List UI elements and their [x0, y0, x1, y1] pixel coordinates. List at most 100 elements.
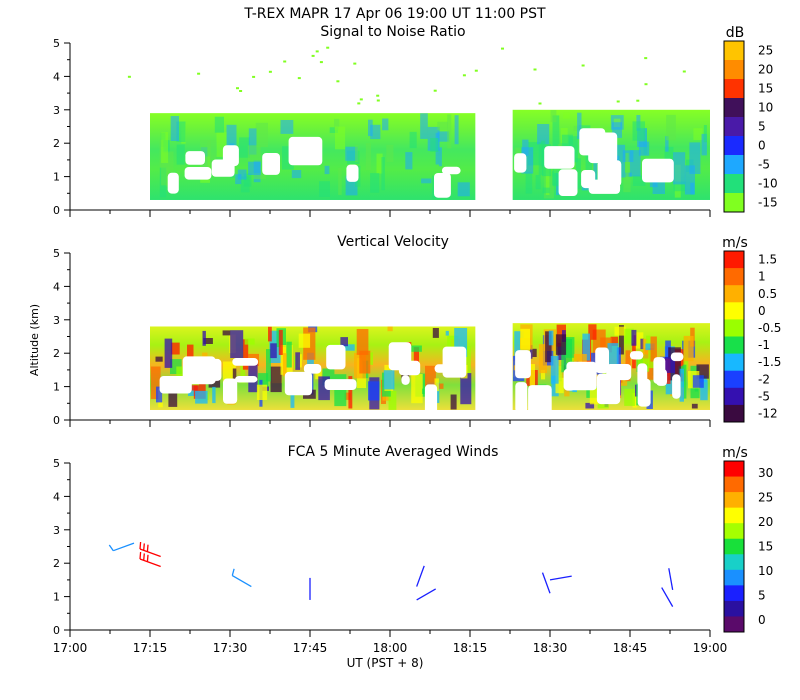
snr-speckle: [315, 50, 319, 53]
colorbar-swatch: [724, 476, 744, 493]
colorbar-swatch: [724, 507, 744, 524]
colorbar-swatch: [724, 569, 744, 586]
velocity-missing-data: [596, 373, 621, 405]
colorbar-swatch: [724, 285, 744, 303]
y-axis-label: Altitude (km): [28, 304, 41, 376]
velocity-texture-cell: [585, 402, 595, 409]
velocity-texture-cell: [258, 373, 269, 387]
snr-texture-cell: [405, 152, 413, 170]
velocity-texture-cell: [588, 324, 597, 340]
velocity-texture-cell: [232, 368, 237, 389]
snr-texture-cell: [537, 124, 550, 145]
velocity-texture-cell: [700, 380, 708, 401]
snr-unit-label: dB: [726, 25, 745, 41]
velocity-missing-data: [223, 378, 238, 404]
velocity-texture-cell: [607, 343, 619, 369]
snr-texture-cell: [214, 116, 224, 133]
snr-texture-cell: [381, 157, 385, 191]
velocity-texture-cell: [195, 390, 208, 404]
wind-barb-feather: [143, 553, 145, 561]
colorbar-swatch: [724, 404, 744, 423]
colorbar-swatch: [724, 600, 744, 617]
snr-texture-cell: [386, 144, 394, 163]
wind-barb-feather: [146, 544, 149, 552]
colorbar-label: -1.5: [758, 355, 781, 369]
snr-texture-cell: [253, 173, 266, 180]
velocity-texture-cell: [520, 328, 530, 355]
velocity-texture-cell: [344, 392, 351, 400]
velocity-texture-cell: [665, 375, 674, 395]
velocity-missing-data: [193, 358, 222, 381]
velocity-texture-cell: [450, 394, 457, 410]
velocity-texture-cell: [286, 341, 292, 368]
snr-speckle: [239, 90, 243, 92]
velocity-texture-cell: [383, 370, 395, 390]
velocity-texture-cell: [548, 330, 554, 346]
velocity-texture-cell: [646, 335, 651, 349]
snr-texture-cell: [535, 175, 541, 190]
velocity-missing-data: [401, 375, 410, 385]
snr-texture-cell: [525, 172, 533, 194]
velocity-texture-cell: [270, 343, 277, 359]
snr-texture-cell: [541, 140, 546, 167]
snr-speckle: [236, 87, 239, 90]
snr-texture-cell: [430, 138, 439, 152]
snr-texture-cell: [437, 131, 450, 142]
snr-texture-cell: [552, 115, 560, 149]
velocity-texture-cell: [170, 359, 182, 374]
y-tick-label: 2: [53, 347, 60, 360]
velocity-panel: 0 1 2 3 4 5: [53, 247, 711, 427]
velocity-texture-cell: [150, 366, 161, 400]
winds-panel-title: FCA 5 Minute Averaged Winds: [288, 444, 499, 460]
snr-speckle: [501, 47, 504, 50]
snr-speckle: [433, 89, 437, 92]
colorbar-swatch: [724, 319, 744, 337]
snr-texture-cell: [454, 115, 459, 145]
velocity-missing-data: [159, 376, 192, 394]
winds-unit-label: m/s: [722, 445, 748, 461]
snr-texture-cell: [632, 121, 645, 141]
colorbar-label: 10: [758, 564, 773, 578]
wind-barb: [231, 568, 252, 588]
colorbar-swatch: [724, 523, 744, 540]
snr-missing-data: [558, 169, 578, 196]
snr-speckle: [616, 100, 620, 103]
snr-texture-cell: [561, 134, 573, 150]
velocity-texture-cell: [555, 334, 567, 355]
y-tick-label: 5: [53, 247, 60, 260]
colorbar-swatch: [724, 461, 744, 478]
velocity-colorbar: 1.5 1 0.5 0 -0.5 -1 -1.5 -2 -5 -12: [723, 250, 781, 423]
snr-texture-cell: [338, 167, 342, 195]
velocity-texture-cell: [356, 329, 369, 355]
colorbar-swatch: [724, 538, 744, 555]
snr-texture-cell: [577, 112, 582, 140]
velocity-texture-cell: [268, 326, 272, 342]
velocity-texture-cell: [691, 403, 698, 409]
snr-texture-cell: [673, 181, 686, 192]
velocity-texture-cell: [282, 353, 287, 377]
snr-texture-cell: [370, 173, 380, 193]
snr-speckle: [376, 99, 380, 102]
wind-barb-shaft: [416, 588, 437, 601]
y-tick-label: 2: [53, 137, 60, 150]
snr-texture-cell: [693, 128, 703, 140]
colorbar-swatch: [724, 353, 744, 372]
snr-texture-cell: [243, 173, 252, 187]
x-tick-label: 18:30: [533, 641, 568, 655]
y-tick-label: 1: [53, 591, 60, 604]
wind-barb-feather: [139, 551, 142, 560]
colorbar-swatch: [724, 136, 744, 156]
y-tick-label: 4: [53, 70, 60, 83]
velocity-texture-cell: [561, 339, 572, 373]
colorbar-label: 0: [758, 139, 766, 153]
winds-colorbar: 30 25 20 15 10 5 0: [723, 460, 773, 633]
x-tick-label: 17:45: [293, 641, 328, 655]
snr-texture-cell: [170, 116, 179, 141]
colorbar-label: 20: [758, 63, 773, 77]
snr-speckle: [644, 83, 648, 86]
velocity-texture-cell: [616, 347, 621, 375]
velocity-texture-cell: [631, 329, 637, 346]
snr-texture-cell: [563, 112, 570, 119]
snr-data-segment: [512, 109, 710, 200]
y-tick-label: 3: [53, 524, 60, 537]
